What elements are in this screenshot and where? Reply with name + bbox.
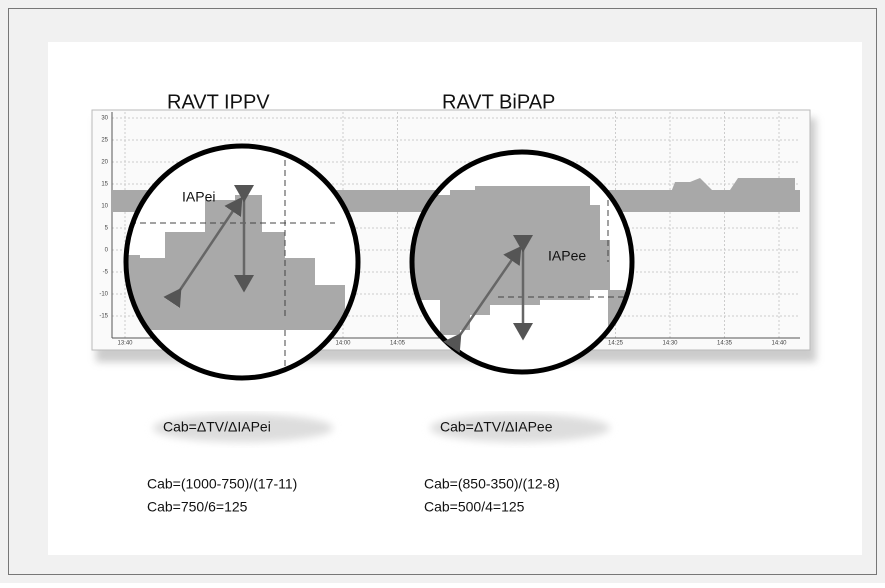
y-tick-label: 0 — [105, 248, 109, 254]
highlight — [430, 414, 610, 442]
x-tick-label: 14:05 — [390, 341, 406, 347]
x-tick-label: 14:30 — [662, 341, 678, 347]
highlight — [153, 414, 333, 442]
formula: Cab=(850-350)/(12-8) — [424, 476, 560, 492]
y-tick-label: 5 — [105, 226, 109, 232]
label: IAPei — [182, 189, 215, 205]
formula: Cab=750/6=125 — [147, 499, 248, 515]
arrow — [163, 196, 243, 309]
frame — [8, 8, 877, 575]
title: RAVT BiPAP — [442, 91, 555, 113]
y-tick-label: 10 — [101, 204, 108, 210]
x-tick-label: 14:40 — [771, 341, 787, 347]
formula: Cab=ΔTV/ΔIAPee — [440, 419, 553, 435]
y-tick-label: -10 — [99, 292, 108, 298]
formula: Cab=ΔTV/ΔIAPei — [163, 419, 271, 435]
y-tick-label: 25 — [101, 138, 108, 144]
y-tick-label: -5 — [103, 270, 109, 276]
title: RAVT IPPV — [167, 91, 270, 113]
y-tick-label: -15 — [99, 314, 108, 320]
magnifier-ring — [409, 149, 635, 375]
x-tick-label: 14:25 — [608, 341, 624, 347]
y-tick-label: 30 — [101, 116, 108, 122]
x-tick-label: 14:35 — [717, 341, 733, 347]
formula: Cab=500/4=125 — [424, 499, 525, 515]
x-tick-label: 14:00 — [335, 341, 351, 347]
magnifier-ring — [123, 143, 361, 381]
arrow — [443, 245, 522, 354]
y-tick-label: 15 — [101, 182, 108, 188]
x-tick-label: 13:40 — [117, 341, 133, 347]
y-tick-label: 20 — [101, 160, 108, 166]
formula: Cab=(1000-750)/(17-11) — [147, 476, 297, 492]
label: IAPee — [548, 248, 586, 264]
